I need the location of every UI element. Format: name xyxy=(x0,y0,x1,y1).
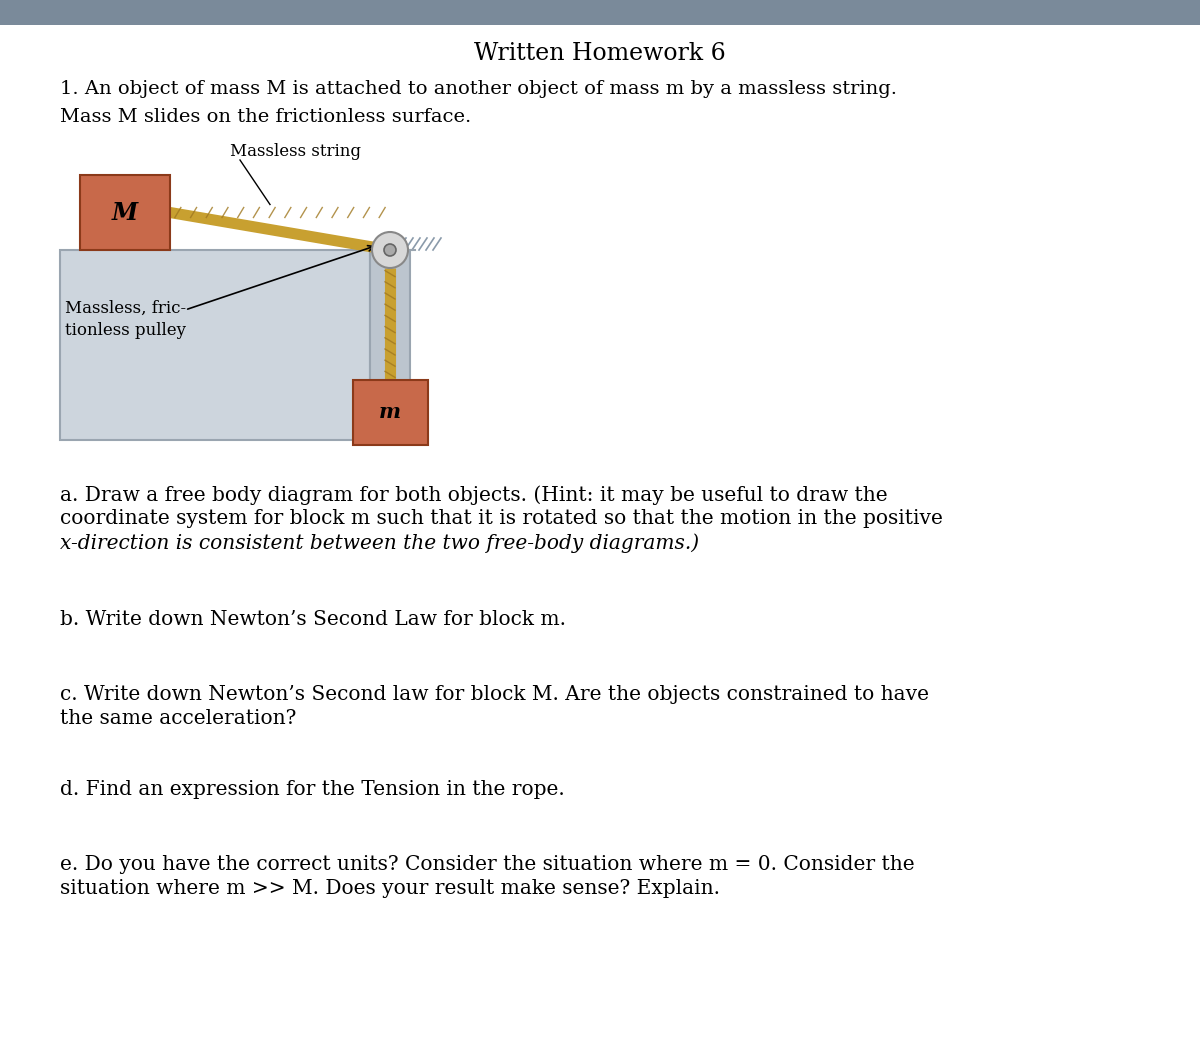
Circle shape xyxy=(384,244,396,256)
Text: c. Write down Newton’s Second law for block M. Are the objects constrained to ha: c. Write down Newton’s Second law for bl… xyxy=(60,685,929,704)
Bar xyxy=(60,250,370,440)
Bar xyxy=(0,0,1200,25)
Circle shape xyxy=(372,232,408,268)
Text: m: m xyxy=(379,402,401,422)
Text: x-direction is consistent between the two free-body diagrams.): x-direction is consistent between the tw… xyxy=(60,532,700,552)
Text: 1. An object of mass M is attached to another object of mass m by a massless str: 1. An object of mass M is attached to an… xyxy=(60,80,898,98)
Bar xyxy=(353,380,427,445)
Text: situation where m >> M. Does your result make sense? Explain.: situation where m >> M. Does your result… xyxy=(60,879,720,898)
Text: M: M xyxy=(112,201,138,225)
Bar xyxy=(80,175,170,250)
Text: e. Do you have the correct units? Consider the situation where m = 0. Consider t: e. Do you have the correct units? Consid… xyxy=(60,855,914,874)
Text: b. Write down Newton’s Second Law for block m.: b. Write down Newton’s Second Law for bl… xyxy=(60,610,566,629)
Text: Written Homework 6: Written Homework 6 xyxy=(474,42,726,64)
Text: tionless pulley: tionless pulley xyxy=(65,322,186,339)
Text: d. Find an expression for the Tension in the rope.: d. Find an expression for the Tension in… xyxy=(60,780,565,799)
Bar xyxy=(370,250,410,440)
Text: Massless, fric-: Massless, fric- xyxy=(65,300,186,317)
Text: Massless string: Massless string xyxy=(230,142,361,160)
Text: Mass M slides on the frictionless surface.: Mass M slides on the frictionless surfac… xyxy=(60,108,472,126)
Text: the same acceleration?: the same acceleration? xyxy=(60,709,296,728)
Text: a. Draw a free body diagram for both objects. (Hint: it may be useful to draw th: a. Draw a free body diagram for both obj… xyxy=(60,485,888,504)
Text: coordinate system for block m such that it is rotated so that the motion in the : coordinate system for block m such that … xyxy=(60,509,943,528)
